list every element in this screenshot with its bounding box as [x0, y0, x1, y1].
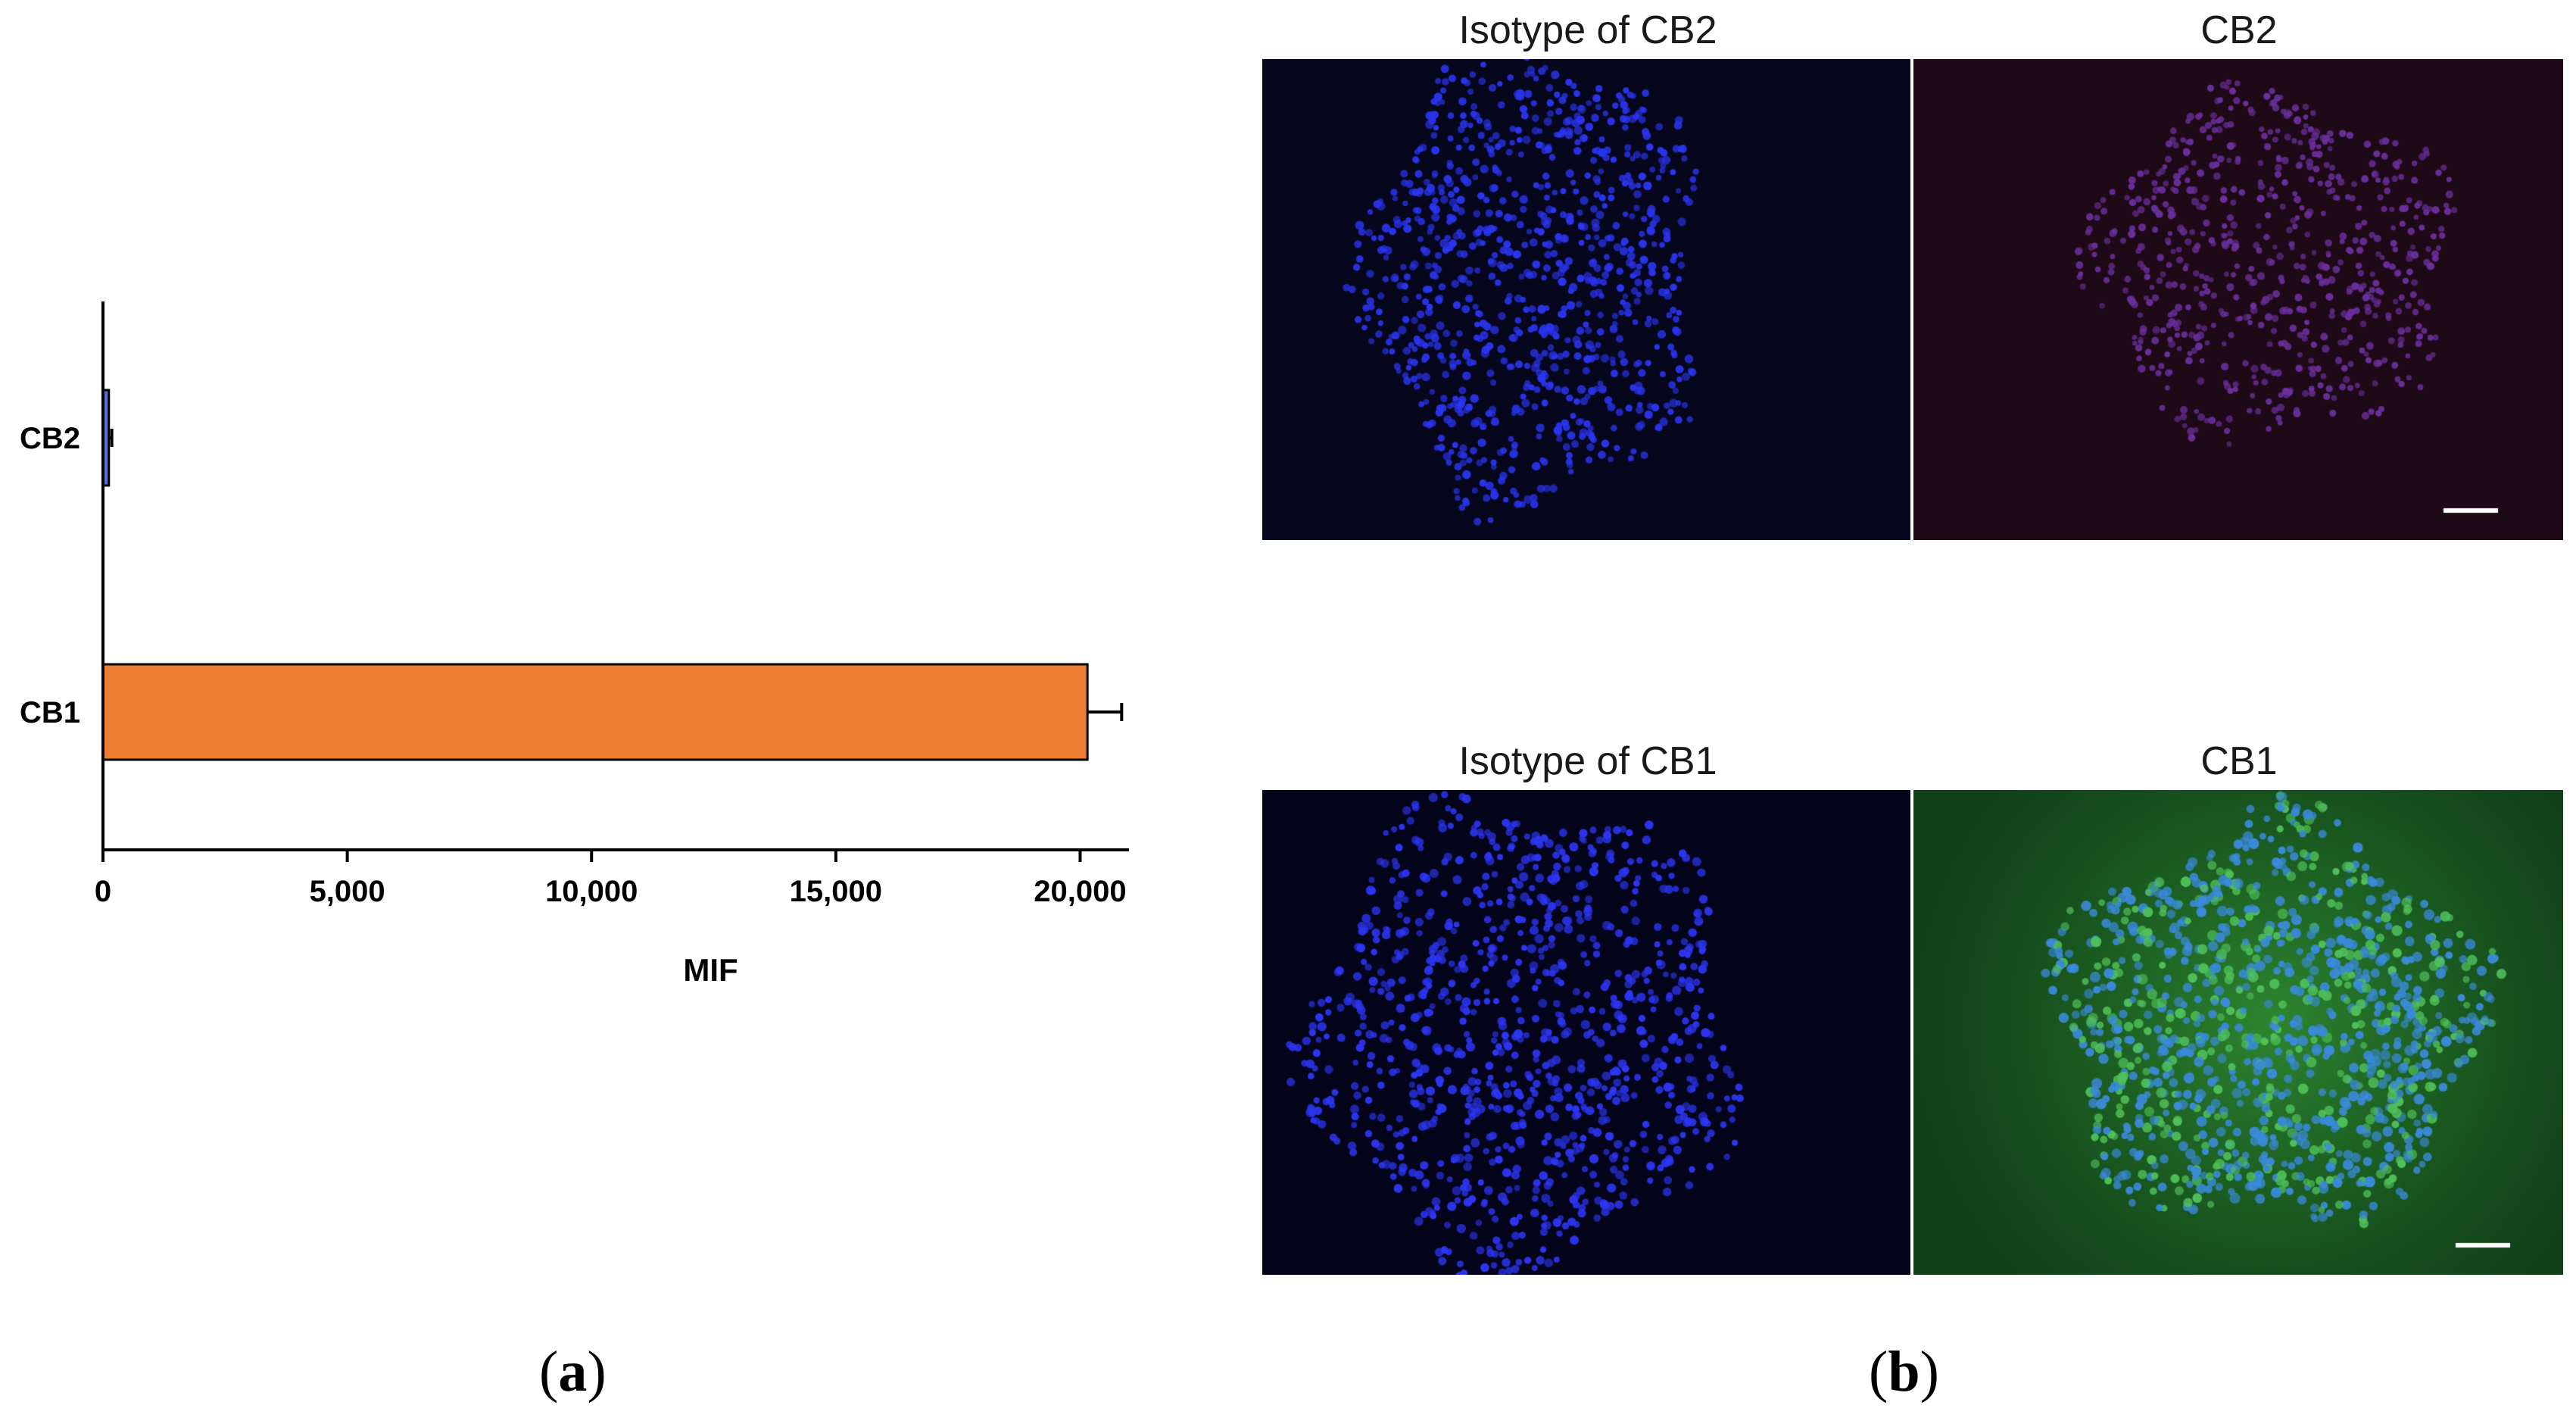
- x-tick-label: 0: [95, 875, 111, 908]
- x-tick-label: 5,000: [310, 875, 385, 908]
- category-label-cb1: CB1: [20, 696, 80, 729]
- x-tick-label: 15,000: [790, 875, 882, 908]
- micrograph-cb1: [1913, 790, 2563, 1275]
- micrograph-title-isotype-cb2: Isotype of CB2: [1458, 8, 1717, 52]
- x-tick-label: 20,000: [1034, 875, 1126, 908]
- panel-a-label: (a): [539, 1340, 607, 1404]
- bar-chart: CB2 CB1 0 5,000 10,000 15,000 20,000 MIF: [20, 301, 1129, 988]
- x-tick-label: 10,000: [545, 875, 638, 908]
- micrograph-isotype-cb2: [1262, 59, 1910, 540]
- micrograph-title-cb2: CB2: [2200, 8, 2278, 52]
- micrograph-cb2: [1913, 59, 2563, 540]
- panel-b-label: (b): [1869, 1340, 1939, 1404]
- x-axis-title: MIF: [683, 952, 738, 988]
- category-label-cb2: CB2: [20, 422, 80, 455]
- micrograph-title-cb1: CB1: [2200, 739, 2278, 783]
- micrograph-isotype-cb1: [1262, 790, 1910, 1275]
- bar-cb1: [101, 663, 1089, 761]
- micrograph-title-isotype-cb1: Isotype of CB1: [1458, 739, 1717, 783]
